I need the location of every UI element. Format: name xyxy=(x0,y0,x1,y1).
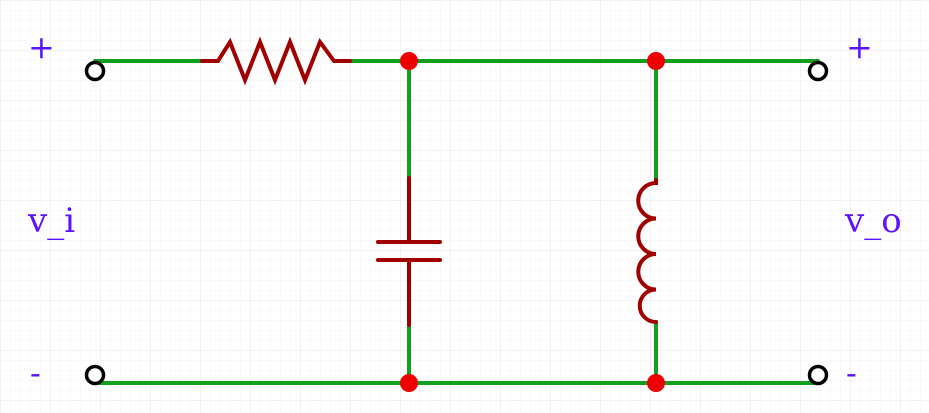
label-input-plus: + xyxy=(28,28,55,66)
wires xyxy=(93,59,820,385)
label-output-voltage: v_o xyxy=(844,201,902,241)
junction-top-cap xyxy=(400,52,418,70)
label-output-minus: - xyxy=(846,354,857,392)
terminals xyxy=(84,60,829,386)
label-input-minus: - xyxy=(30,354,41,392)
junction-bottom-cap xyxy=(400,374,418,392)
terminal-output-minus xyxy=(807,364,829,386)
junction-top-ind xyxy=(647,52,665,70)
capacitor-icon xyxy=(376,176,442,327)
junction-bottom-ind xyxy=(647,374,665,392)
terminal-output-plus xyxy=(807,60,829,82)
resistor-icon xyxy=(200,36,352,86)
junctions xyxy=(400,52,665,392)
inductor-icon xyxy=(636,178,658,324)
label-output-plus: + xyxy=(846,28,873,66)
terminal-input-plus xyxy=(84,60,106,82)
label-input-voltage: v_i xyxy=(27,201,75,241)
terminal-input-minus xyxy=(84,364,106,386)
